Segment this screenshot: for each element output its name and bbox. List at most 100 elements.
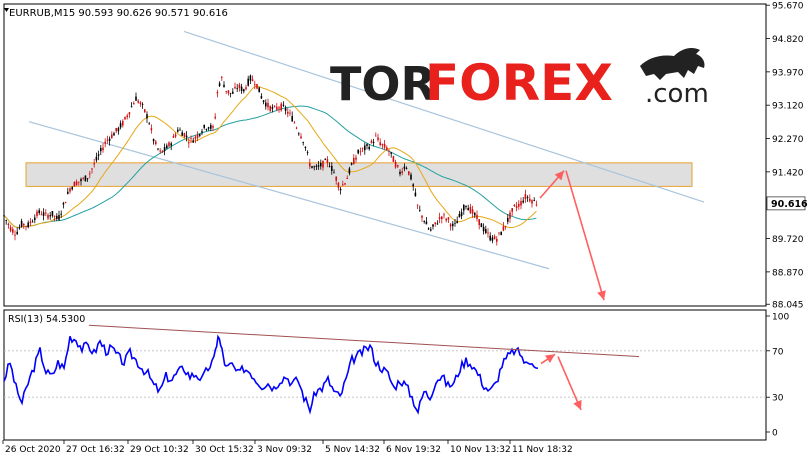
candle <box>320 159 322 170</box>
candle <box>128 111 131 118</box>
rsi-pane <box>3 309 767 441</box>
candle <box>104 138 106 148</box>
candle <box>181 130 183 136</box>
price-tick-label: 94.820 <box>772 35 804 45</box>
candle <box>276 103 278 112</box>
candle <box>342 180 344 187</box>
candle <box>51 210 54 218</box>
candle <box>183 132 186 139</box>
candle <box>152 138 155 145</box>
candle <box>71 186 73 191</box>
candle <box>474 211 476 219</box>
candle <box>487 228 489 238</box>
candle <box>456 216 458 224</box>
candle <box>295 126 298 130</box>
candle <box>207 126 210 131</box>
rsi-tick-label: 70 <box>772 347 784 357</box>
candle <box>75 179 78 186</box>
rsi-tick-label: 30 <box>772 394 784 404</box>
price-tick-label: 95.670 <box>772 2 804 12</box>
candle <box>139 101 142 107</box>
candle <box>67 187 69 195</box>
price-tick-label: 88.870 <box>772 268 804 278</box>
candle <box>108 136 111 146</box>
candle <box>441 216 443 224</box>
candle <box>265 99 267 110</box>
candle <box>159 148 161 154</box>
current-price-value: 90.616 <box>771 199 808 210</box>
candle <box>511 207 513 216</box>
candle <box>381 143 384 149</box>
candle <box>25 225 27 231</box>
candle <box>60 210 62 218</box>
candle <box>234 82 236 90</box>
candle <box>304 146 307 151</box>
candle <box>80 177 82 186</box>
candle <box>179 127 181 131</box>
candle <box>271 104 274 113</box>
candle <box>513 204 516 208</box>
candle <box>458 210 461 218</box>
candle <box>480 222 483 228</box>
candle <box>357 149 359 155</box>
candle <box>359 147 362 156</box>
candle <box>27 220 29 229</box>
candle <box>280 102 282 112</box>
candle <box>137 99 139 104</box>
candle <box>163 143 166 156</box>
candle <box>328 162 331 168</box>
candle <box>247 75 249 87</box>
candle <box>166 143 168 149</box>
channel-line-upper <box>183 30 705 203</box>
candle <box>361 147 364 153</box>
price-tick-label: 93.120 <box>772 102 804 112</box>
candle <box>9 224 12 233</box>
price-tick-label: 89.720 <box>772 235 804 245</box>
candle <box>535 200 538 207</box>
candle <box>49 211 51 220</box>
candle <box>465 205 467 210</box>
candle <box>124 116 126 120</box>
candle <box>339 186 342 195</box>
fast-moving-average <box>3 85 537 229</box>
candle <box>443 212 445 219</box>
candle <box>392 155 395 163</box>
candle <box>45 209 47 217</box>
time-tick-label: 3 Nov 09:32 <box>257 445 312 455</box>
candle <box>529 194 531 203</box>
candle <box>260 93 263 100</box>
candle <box>16 227 18 236</box>
candle <box>256 83 258 90</box>
candle <box>423 220 425 224</box>
candle <box>190 135 192 144</box>
rsi-tick-label: 100 <box>772 313 789 323</box>
candle <box>205 128 208 132</box>
candle <box>93 159 95 168</box>
chart-header: EURRUB,M15 90.593 90.626 90.571 90.616 <box>9 8 228 19</box>
rsi-tick-label: 0 <box>772 429 778 439</box>
time-tick-label: 6 Nov 19:32 <box>386 445 441 455</box>
candle <box>78 181 80 186</box>
candle <box>133 101 135 105</box>
candle <box>434 222 436 227</box>
candle <box>199 133 201 138</box>
candle <box>379 138 381 147</box>
candle <box>377 133 379 142</box>
candle <box>520 197 522 210</box>
candle <box>269 105 271 113</box>
candle <box>289 109 291 117</box>
candle <box>386 145 388 151</box>
candle <box>282 101 285 107</box>
candle <box>335 176 337 185</box>
candle <box>40 210 43 216</box>
candle <box>531 199 533 208</box>
time-tick-label: 10 Nov 13:32 <box>450 445 511 455</box>
candle <box>518 200 520 210</box>
candle <box>47 213 49 221</box>
price-tick-label: 93.970 <box>772 68 804 78</box>
candle <box>478 219 480 230</box>
candle <box>210 123 212 132</box>
candle <box>403 163 406 172</box>
candle <box>302 141 304 146</box>
